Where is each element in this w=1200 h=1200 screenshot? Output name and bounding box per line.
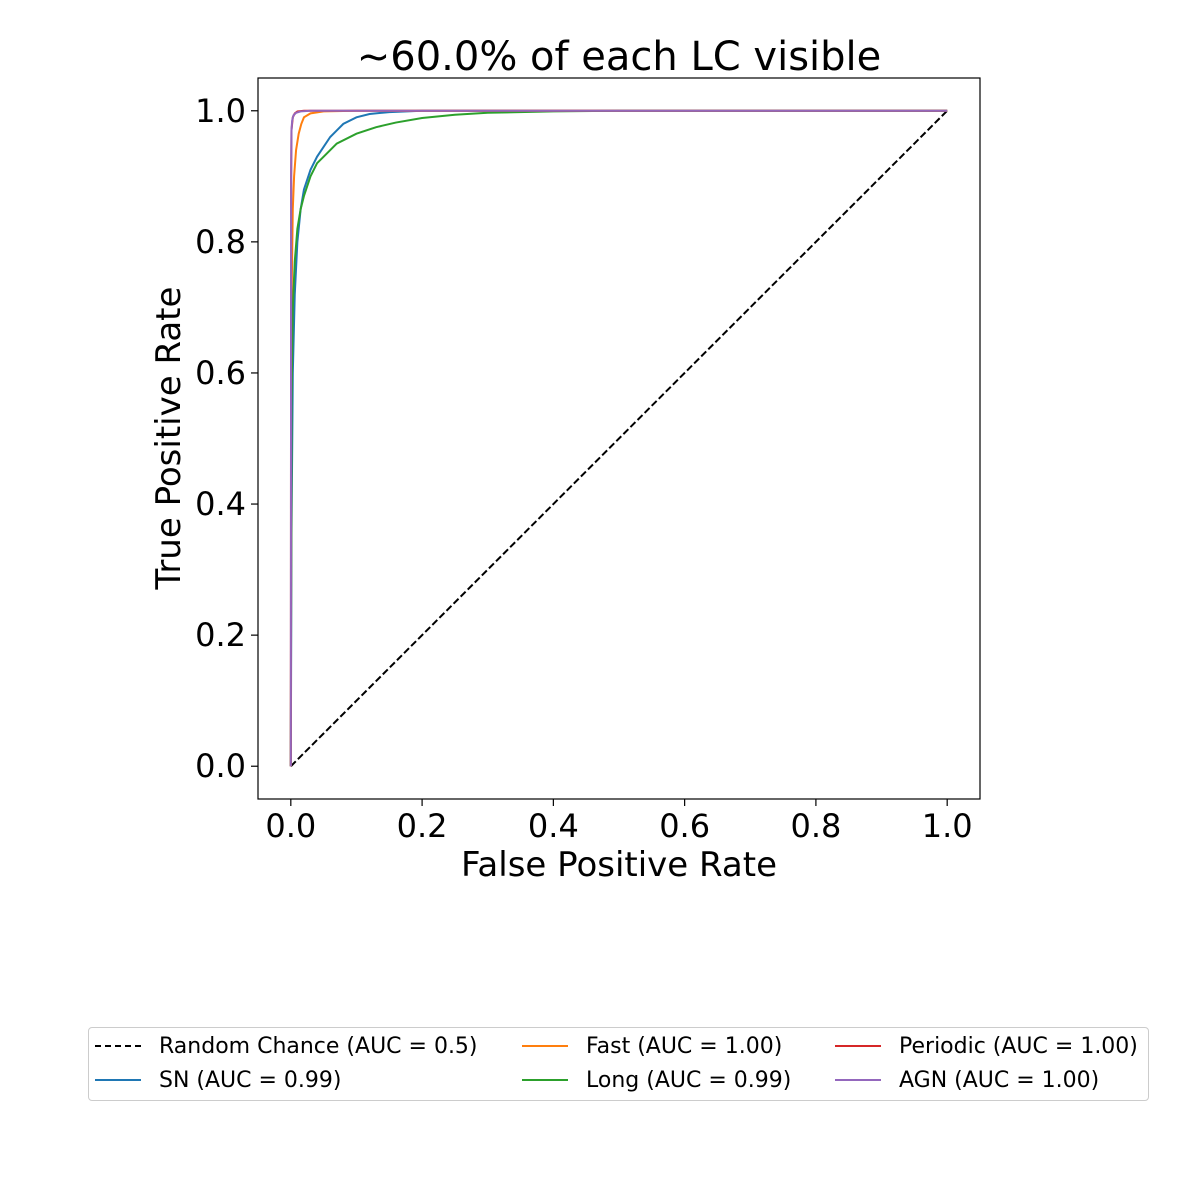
series-line-3: [289, 109, 948, 767]
legend-label: Long (AUC = 0.99): [586, 1067, 792, 1093]
legend-label: Fast (AUC = 1.00): [586, 1033, 783, 1059]
y-tick-label: 0.8: [195, 223, 246, 261]
x-axis-label: False Positive Rate: [461, 845, 777, 885]
x-axis-ticks: 0.0 0.2 0.4 0.6 0.8 1.0: [265, 799, 973, 845]
chart-legend: Random Chance (AUC = 0.5) SN (AUC = 0.99)…: [88, 1027, 1149, 1101]
legend-swatch: [835, 1045, 881, 1047]
y-tick-label: 0.4: [195, 485, 246, 523]
legend-swatch: [95, 1045, 141, 1047]
legend-swatch: [95, 1079, 141, 1081]
legend-item: Long (AUC = 0.99): [522, 1067, 791, 1093]
legend-item: Random Chance (AUC = 0.5): [95, 1033, 478, 1059]
legend-label: AGN (AUC = 1.00): [899, 1067, 1100, 1093]
chart-title: ~60.0% of each LC visible: [357, 34, 882, 80]
y-tick-label: 0.0: [195, 747, 246, 785]
legend-label: Periodic (AUC = 1.00): [899, 1033, 1138, 1059]
y-tick-label: 0.6: [195, 354, 246, 392]
x-tick-label: 0.4: [528, 807, 579, 845]
series-line-5: [289, 109, 948, 767]
legend-item: SN (AUC = 0.99): [95, 1067, 342, 1093]
y-tick-label: 0.2: [195, 616, 246, 654]
legend-swatch: [522, 1045, 568, 1047]
legend-swatch: [522, 1079, 568, 1081]
x-tick-label: 0.2: [397, 807, 448, 845]
legend-label: SN (AUC = 0.99): [159, 1067, 342, 1093]
y-tick-label: 1.0: [195, 92, 246, 130]
legend-item: Periodic (AUC = 1.00): [835, 1033, 1138, 1059]
y-axis-label: True Positive Rate: [149, 287, 189, 591]
legend-item: Fast (AUC = 1.00): [522, 1033, 782, 1059]
series-layer: [289, 109, 948, 767]
x-tick-label: 0.8: [790, 807, 841, 845]
series-line-0: [290, 110, 948, 767]
x-tick-label: 1.0: [922, 807, 973, 845]
legend-item: AGN (AUC = 1.00): [835, 1067, 1099, 1093]
x-tick-label: 0.6: [659, 807, 710, 845]
legend-swatch: [835, 1079, 881, 1081]
y-axis-ticks: 0.0 0.2 0.4 0.6 0.8 1.0: [195, 92, 258, 785]
legend-label: Random Chance (AUC = 0.5): [159, 1033, 478, 1059]
x-tick-label: 0.0: [265, 807, 316, 845]
